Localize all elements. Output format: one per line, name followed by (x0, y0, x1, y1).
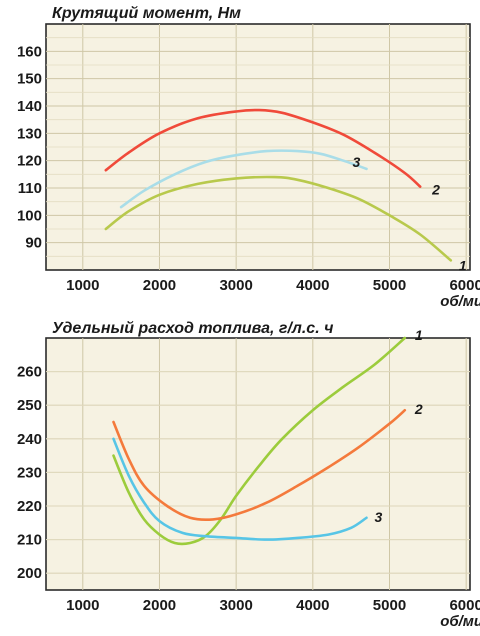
series-label-1: 1 (459, 257, 467, 273)
series-line-1 (104, 175, 453, 262)
x-tick-label: 5000 (373, 277, 406, 294)
x-tick-label: 6000 (449, 277, 480, 294)
chart-title: Крутящий момент, Нм (52, 5, 241, 22)
x-axis-label: об/мин (440, 613, 480, 630)
series-line-2 (104, 108, 422, 188)
series-label-3: 3 (374, 509, 382, 525)
y-tick-label: 150 (17, 71, 42, 88)
y-tick-label: 220 (17, 498, 42, 515)
y-tick-label: 200 (17, 565, 42, 582)
y-tick-label: 110 (18, 180, 42, 197)
plot-area (45, 337, 471, 591)
y-tick-label: 240 (17, 431, 42, 448)
x-tick-label: 4000 (296, 277, 329, 294)
y-tick-label: 90 (25, 235, 42, 252)
y-tick-label: 210 (17, 532, 42, 549)
y-tick-label: 160 (17, 43, 42, 60)
y-tick-label: 120 (17, 153, 42, 170)
x-axis-label: об/мин (440, 293, 480, 310)
x-tick-label: 2000 (143, 277, 176, 294)
series-label-2: 2 (414, 401, 423, 417)
series-line-2 (112, 408, 407, 522)
y-tick-label: 130 (17, 125, 42, 142)
y-tick-label: 100 (17, 207, 42, 224)
x-tick-label: 2000 (143, 597, 176, 614)
series-line-3 (112, 437, 368, 541)
series-label-1: 1 (415, 327, 423, 343)
x-tick-label: 4000 (296, 597, 329, 614)
x-tick-label: 1000 (66, 277, 99, 294)
y-tick-label: 230 (17, 464, 42, 481)
x-tick-label: 3000 (219, 277, 252, 294)
x-tick-label: 1000 (66, 597, 99, 614)
x-tick-label: 3000 (219, 597, 252, 614)
series-label-3: 3 (352, 154, 360, 170)
x-tick-label: 6000 (449, 597, 480, 614)
chart-panel-1: Крутящий момент, Нм 90 100 110 120 130 140 150 1… (17, 5, 480, 310)
chart-panel-2: Удельный расход топлива, г/л.с. ч 200 210 2… (17, 320, 480, 630)
y-tick-label: 140 (17, 98, 42, 115)
y-tick-label: 250 (17, 397, 42, 414)
y-tick-label: 260 (17, 364, 42, 381)
chart-title: Удельный расход топлива, г/л.с. ч (52, 320, 333, 337)
x-tick-label: 5000 (373, 597, 406, 614)
series-line-3 (119, 149, 368, 209)
series-label-2: 2 (431, 182, 440, 198)
